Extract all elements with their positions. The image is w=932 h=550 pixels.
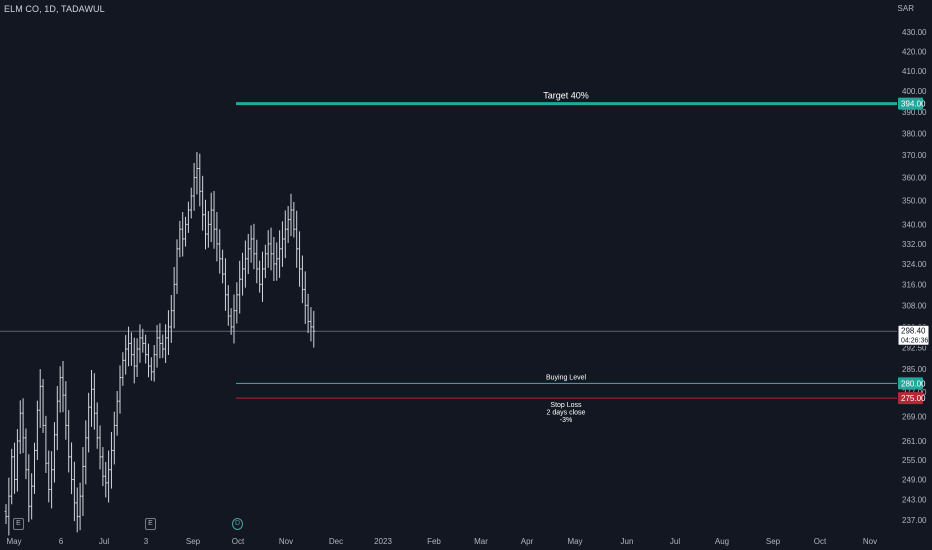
- x-tick-label: Apr: [521, 537, 534, 546]
- x-tick-label: Feb: [427, 537, 441, 546]
- y-tick-label: 308.00: [902, 301, 927, 310]
- buying-level-label: Buying Level: [546, 374, 587, 381]
- target-label: Target 40%: [543, 91, 589, 101]
- y-tick-label: 360.00: [902, 174, 927, 183]
- y-tick-label: 390.00: [902, 108, 927, 117]
- x-tick-label: May: [567, 537, 582, 546]
- y-tick-label: 292.50: [902, 344, 927, 353]
- x-tick-label: Oct: [814, 537, 827, 546]
- y-tick-label: 269.00: [902, 412, 927, 421]
- x-tick-label: Sep: [186, 537, 201, 546]
- target-line-price-tag[interactable]: [898, 97, 923, 110]
- stop-loss-line-price-tag[interactable]: [898, 392, 923, 405]
- last-price-tag[interactable]: [897, 324, 930, 346]
- last-price-label: 298.40: [901, 326, 926, 335]
- x-tick-label: Sep: [766, 537, 781, 546]
- x-tick-label: Jul: [99, 537, 109, 546]
- stop-loss-label: Stop Loss: [550, 402, 582, 409]
- earnings-marker-icon[interactable]: E: [145, 518, 156, 530]
- y-tick-label: 340.00: [902, 220, 927, 229]
- y-tick-label: 410.00: [902, 67, 927, 76]
- countdown-label: 04:26:36: [901, 337, 928, 344]
- earnings-marker-icon[interactable]: E: [13, 518, 24, 530]
- y-tick-label: 261.00: [902, 437, 927, 446]
- y-tick-label: 350.00: [902, 197, 927, 206]
- buying-level-line-price-label: 280.00: [901, 379, 926, 388]
- symbol-title: ELM CO, 1D, TADAWUL: [4, 4, 105, 14]
- y-tick-label: 285.00: [902, 365, 927, 374]
- stop-loss-line-price-label: 275.00: [901, 394, 926, 403]
- y-tick-label: 324.00: [902, 260, 927, 269]
- x-tick-label: Nov: [863, 537, 877, 546]
- x-tick-label: Dec: [329, 537, 343, 546]
- y-tick-label: 380.00: [902, 129, 927, 138]
- y-tick-label: 332.00: [902, 240, 927, 249]
- stop-loss-label: -3%: [560, 417, 572, 424]
- x-tick-label: Mar: [474, 537, 488, 546]
- y-tick-label: 255.00: [902, 456, 927, 465]
- stop-loss-label: 2 days close: [547, 410, 586, 417]
- x-tick-label: Jun: [621, 537, 634, 546]
- x-tick-label: 3: [144, 537, 149, 546]
- x-tick-label: 6: [59, 537, 64, 546]
- x-tick-label: Aug: [715, 537, 729, 546]
- x-tick-label: May: [6, 537, 21, 546]
- y-tick-label: 430.00: [902, 28, 927, 37]
- x-tick-label: Oct: [232, 537, 245, 546]
- y-tick-label: 400.00: [902, 87, 927, 96]
- y-tick-label: 249.00: [902, 476, 927, 485]
- x-tick-label: Nov: [279, 537, 293, 546]
- y-tick-label: 243.00: [902, 496, 927, 505]
- dividend-marker-icon[interactable]: D: [232, 518, 243, 530]
- y-tick-label: 420.00: [902, 47, 927, 56]
- target-line-price-label: 394.00: [901, 100, 926, 109]
- x-tick-label: Jul: [670, 537, 680, 546]
- y-tick-label: 237.00: [902, 516, 927, 525]
- currency-label[interactable]: SAR: [897, 4, 914, 13]
- x-tick-label: 2023: [374, 537, 392, 546]
- buying-level-line-price-tag[interactable]: [898, 377, 923, 390]
- y-tick-label: 370.00: [902, 151, 927, 160]
- y-tick-label: 316.00: [902, 280, 927, 289]
